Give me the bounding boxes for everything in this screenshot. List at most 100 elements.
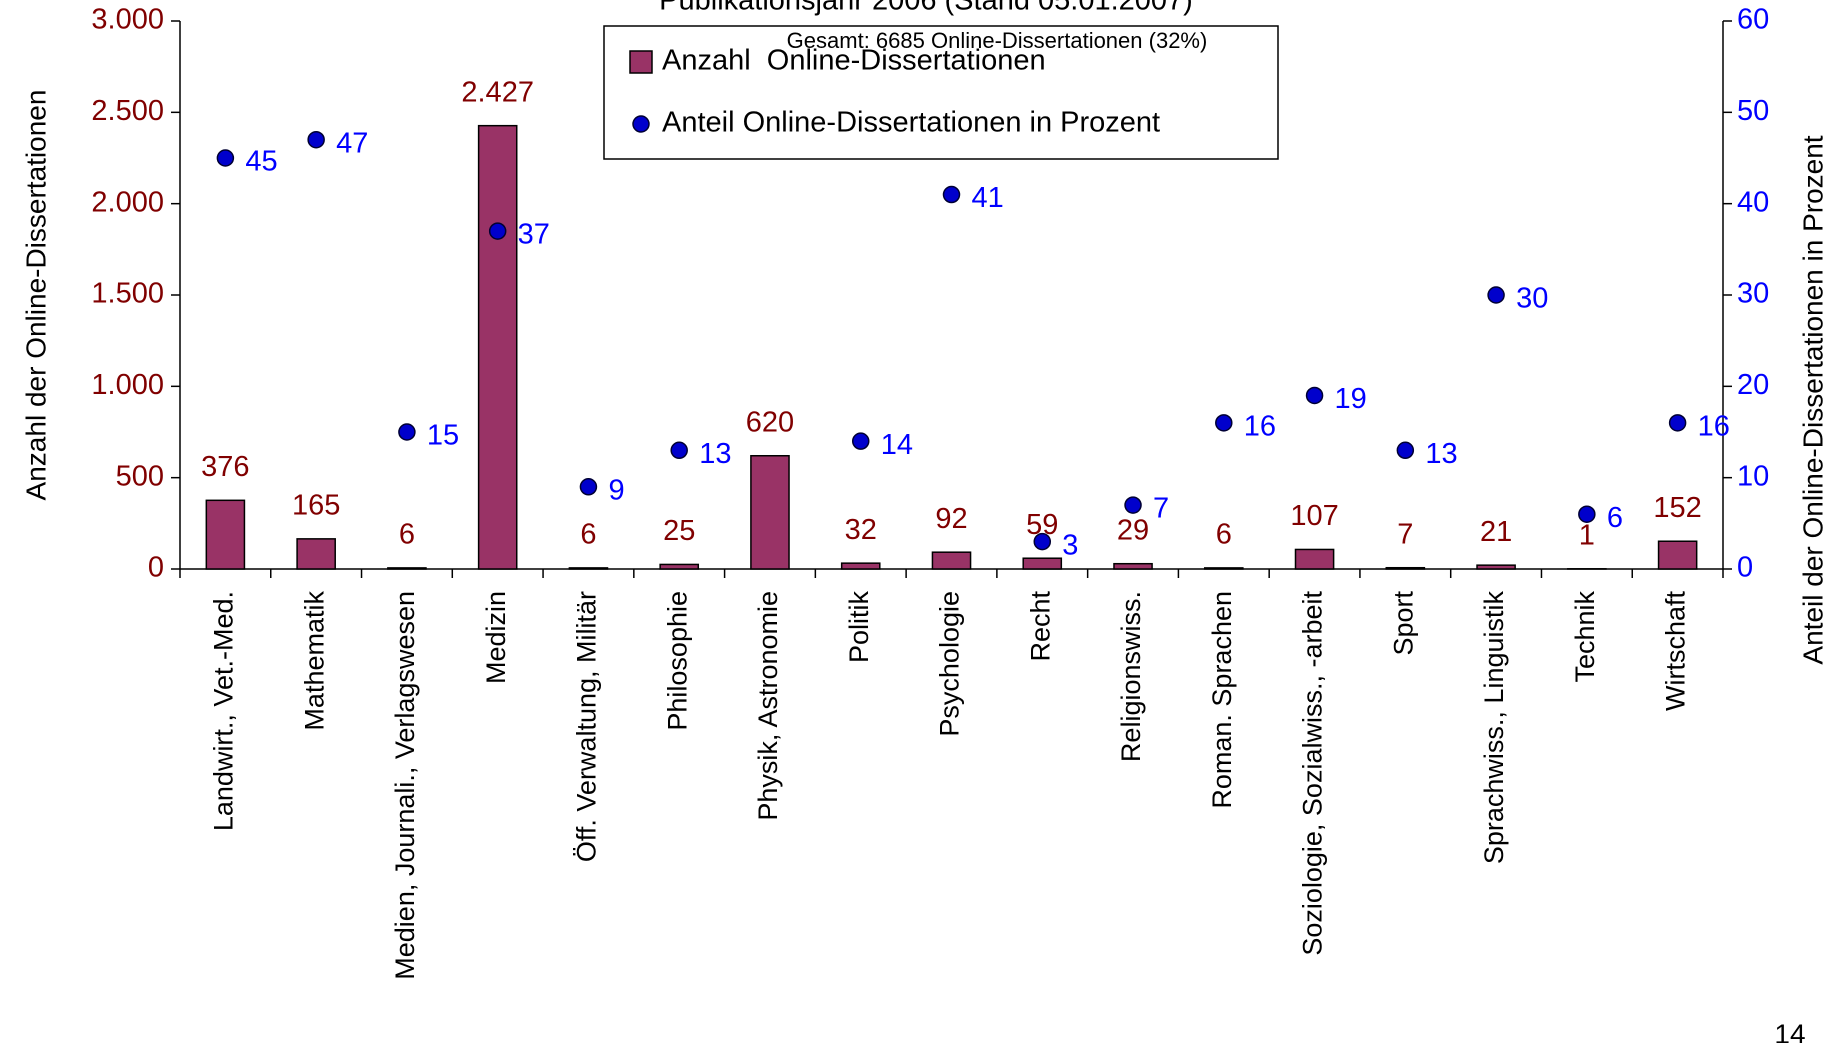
point-value-label: 47: [336, 127, 368, 159]
bar-value-label: 2.427: [461, 76, 534, 108]
y2-tick-label: 30: [1737, 278, 1769, 310]
x-tick-label: Sprachwiss., Linguistik: [1479, 591, 1509, 865]
y2-tick-label: 20: [1737, 369, 1769, 401]
x-tick-label: Religionswiss.: [1116, 591, 1146, 762]
bar-value-label: 25: [663, 515, 695, 547]
x-tick-label: Mathematik: [299, 591, 329, 731]
bar: [1113, 562, 1153, 570]
point: [851, 432, 870, 450]
bar: [296, 538, 336, 570]
bar: [387, 567, 427, 570]
legend-label: Anzahl Online-Dissertationen: [662, 45, 1046, 77]
point: [307, 130, 325, 149]
bar: [931, 551, 972, 570]
point-value-label: 41: [972, 182, 1004, 214]
y-tick-label: 1.500: [91, 278, 164, 310]
bar-value-label: 6: [399, 519, 415, 551]
point-value-label: 13: [1425, 438, 1457, 470]
x-tick-label: Psychologie: [935, 591, 965, 737]
point: [1215, 414, 1233, 432]
bar-value-label: 6: [1216, 519, 1232, 551]
bar-value-label: 620: [746, 406, 794, 438]
point-value-label: 14: [881, 429, 913, 461]
x-tick-label: Politik: [844, 591, 874, 664]
y2-tick-label: 60: [1737, 4, 1769, 36]
bar: [205, 499, 246, 570]
y-tick-label: 500: [116, 460, 164, 492]
bar: [659, 563, 700, 570]
y-tick-label: 2.000: [91, 186, 164, 218]
chart-title: Publikationsjahr 2006 (Stand 05.01.2007): [659, 0, 1193, 17]
point-value-label: 9: [608, 474, 624, 506]
point-value-label: 19: [1335, 383, 1367, 415]
point: [398, 423, 416, 441]
bar-value-label: 32: [845, 514, 877, 546]
point: [488, 222, 507, 240]
chart-subtitle: Gesamt: 6685 Online-Dissertationen (32%): [787, 28, 1208, 53]
bar: [1385, 566, 1426, 570]
bar: [477, 124, 518, 570]
x-tick-label: Landwirt., Vet.-Med.: [209, 591, 239, 831]
x-tick-label: Medien, Journali., Verlagswesen: [390, 591, 420, 980]
point: [1124, 496, 1142, 514]
y-axis-label: Anzahl der Online-Dissertationen: [20, 90, 51, 501]
point: [942, 185, 961, 204]
x-tick-label: Technik: [1570, 591, 1600, 683]
x-tick-label: Roman. Sprachen: [1207, 591, 1237, 809]
bar-value-label: 92: [935, 503, 967, 535]
bar: [1476, 564, 1516, 570]
legend-label: Anteil Online-Dissertationen in Prozent: [662, 107, 1160, 139]
legend-swatch: [629, 50, 653, 74]
bar: [1203, 567, 1244, 570]
y2-tick-label: 40: [1737, 186, 1769, 218]
point-value-label: 3: [1062, 529, 1078, 561]
point: [216, 149, 235, 167]
point-value-label: 30: [1516, 283, 1548, 315]
point: [1033, 532, 1052, 551]
legend-box: [603, 25, 1279, 160]
point: [1396, 441, 1415, 460]
x-tick-label: Philosophie: [662, 591, 692, 731]
y-tick-label: 0: [148, 552, 164, 584]
bar-value-label: 6: [580, 519, 596, 551]
y-tick-label: 3.000: [91, 4, 164, 36]
page-number: 14: [1774, 1018, 1805, 1043]
bar-value-label: 7: [1397, 518, 1413, 550]
bar: [750, 454, 790, 570]
y2-tick-label: 10: [1737, 460, 1769, 492]
point: [579, 478, 598, 496]
x-tick-label: Sport: [1388, 591, 1418, 656]
point-value-label: 6: [1607, 502, 1623, 534]
point-value-label: 13: [699, 438, 731, 470]
y-tick-label: 2.500: [91, 95, 164, 127]
bar-value-label: 152: [1653, 492, 1701, 524]
x-tick-label: Wirtschaft: [1661, 591, 1691, 712]
point-value-label: 16: [1244, 411, 1276, 443]
x-tick-label: Soziologie, Sozialwiss., -arbeit: [1298, 591, 1328, 956]
point-value-label: 37: [518, 219, 550, 251]
bar-value-label: 21: [1480, 516, 1512, 548]
bar: [1022, 557, 1063, 570]
legend-swatch: [632, 115, 650, 133]
point: [1305, 386, 1324, 405]
x-tick-label: Physik, Astronomie: [753, 591, 783, 821]
y2-tick-label: 50: [1737, 95, 1769, 127]
bar: [1294, 548, 1335, 570]
bar-value-label: 1: [1579, 519, 1595, 551]
point-value-label: 45: [245, 146, 277, 178]
point: [1487, 286, 1505, 304]
point-value-label: 15: [427, 420, 459, 452]
bar-value-label: 29: [1117, 514, 1149, 546]
y2-axis-label: Anteil der Online-Dissertationen in Proz…: [1797, 135, 1828, 664]
x-tick-label: Recht: [1025, 591, 1055, 662]
y-tick-label: 1.000: [91, 369, 164, 401]
bar: [1657, 540, 1698, 570]
y2-tick-label: 0: [1737, 552, 1753, 584]
bar-value-label: 107: [1290, 500, 1338, 532]
point: [670, 441, 688, 460]
bar-value-label: 376: [201, 451, 249, 483]
x-tick-label: Öff. Verwaltung, Militär: [572, 591, 602, 862]
point-value-label: 16: [1698, 411, 1730, 443]
point: [1668, 414, 1687, 432]
